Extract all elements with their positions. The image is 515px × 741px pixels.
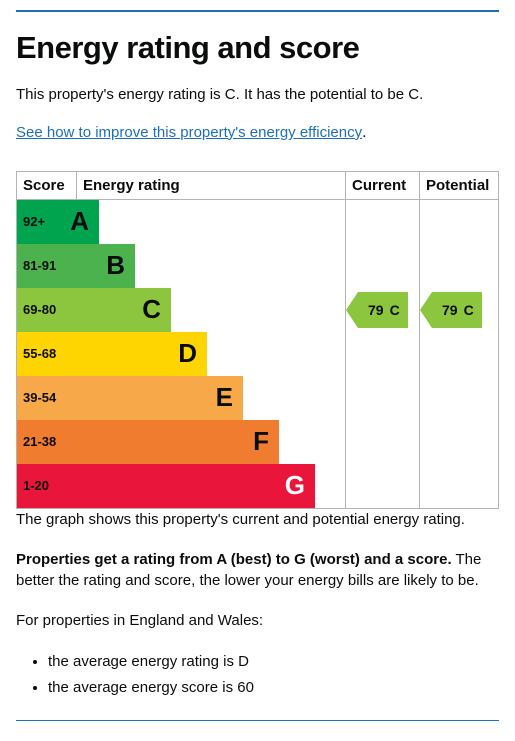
current-cell bbox=[346, 244, 420, 288]
intro-text: This property's energy rating is C. It h… bbox=[16, 84, 499, 106]
energy-rating-chart: Score Energy rating Current Potential 92… bbox=[16, 171, 499, 509]
averages-list: the average energy rating is Dthe averag… bbox=[16, 650, 499, 700]
score-range-label: 92+ bbox=[23, 214, 45, 229]
potential-cell: 79 C bbox=[420, 288, 498, 332]
chart-row: 69-80C79C79C bbox=[17, 288, 498, 332]
rating-letter: A bbox=[70, 206, 89, 237]
header-rating: Energy rating bbox=[77, 172, 346, 199]
header-current: Current bbox=[346, 172, 420, 199]
region-intro: For properties in England and Wales: bbox=[16, 610, 499, 632]
bottom-divider bbox=[16, 720, 499, 721]
potential-cell bbox=[420, 200, 498, 244]
chart-header-row: Score Energy rating Current Potential bbox=[17, 172, 498, 200]
rating-explainer-bold: Properties get a rating from A (best) to… bbox=[16, 551, 452, 568]
rating-cell: 21-38F bbox=[77, 420, 346, 464]
chart-row: 55-68 D bbox=[17, 332, 498, 376]
chart-row: 92+ A bbox=[17, 200, 498, 244]
potential-cell bbox=[420, 376, 498, 420]
rating-letter: F bbox=[253, 426, 269, 457]
list-item: the average energy rating is D bbox=[48, 650, 499, 674]
score-range-label: 21-38 bbox=[23, 434, 56, 449]
rating-letter: G bbox=[285, 470, 305, 501]
rating-cell: 55-68D bbox=[77, 332, 346, 376]
potential-cell bbox=[420, 244, 498, 288]
rating-cell: 1-20G bbox=[77, 464, 346, 508]
potential-badge: 79 C bbox=[432, 292, 482, 328]
rating-letter: D bbox=[178, 338, 197, 369]
rating-bar-d: 55-68 D bbox=[17, 332, 207, 376]
rating-bar-f: 21-38 F bbox=[17, 420, 279, 464]
score-range-label: 55-68 bbox=[23, 346, 56, 361]
list-item: the average energy score is 60 bbox=[48, 676, 499, 700]
rating-explainer: Properties get a rating from A (best) to… bbox=[16, 549, 499, 593]
badge-score: 79 bbox=[368, 302, 384, 318]
rating-cell: 81-91B bbox=[77, 244, 346, 288]
potential-cell bbox=[420, 332, 498, 376]
rating-cell: 69-80C bbox=[77, 288, 346, 332]
rating-letter: C bbox=[142, 294, 161, 325]
rating-letter: E bbox=[216, 382, 233, 413]
score-range-label: 39-54 bbox=[23, 390, 56, 405]
rating-bar-c: 69-80 C bbox=[17, 288, 171, 332]
current-cell bbox=[346, 200, 420, 244]
badge-score: 79 bbox=[442, 302, 458, 318]
rating-bar-b: 81-91 B bbox=[17, 244, 135, 288]
chart-row: 21-38 F bbox=[17, 420, 498, 464]
rating-bar-e: 39-54 E bbox=[17, 376, 243, 420]
badge-letter: C bbox=[464, 302, 474, 318]
rating-cell: 92+A bbox=[77, 200, 346, 244]
chart-body: 92+A81-91B69-80C79C79C55-68D39-54E21-38F… bbox=[17, 200, 498, 508]
current-cell bbox=[346, 464, 420, 508]
improve-efficiency-link[interactable]: See how to improve this property's energ… bbox=[16, 124, 362, 141]
score-range-label: 81-91 bbox=[23, 258, 56, 273]
current-cell bbox=[346, 332, 420, 376]
chart-row: 81-91 B bbox=[17, 244, 498, 288]
current-cell bbox=[346, 376, 420, 420]
header-potential: Potential bbox=[420, 172, 498, 199]
header-score: Score bbox=[17, 172, 77, 199]
current-badge: 79 C bbox=[358, 292, 408, 328]
rating-bar-a: 92+ A bbox=[17, 200, 99, 244]
rating-bar-g: 1-20 G bbox=[17, 464, 315, 508]
top-divider bbox=[16, 10, 499, 12]
link-suffix: . bbox=[362, 124, 366, 141]
current-cell: 79 C bbox=[346, 288, 420, 332]
potential-cell bbox=[420, 464, 498, 508]
potential-cell bbox=[420, 420, 498, 464]
chart-caption: The graph shows this property's current … bbox=[16, 509, 499, 531]
chart-row: 1-20 G bbox=[17, 464, 498, 508]
current-cell bbox=[346, 420, 420, 464]
chart-row: 39-54 E bbox=[17, 376, 498, 420]
page-title: Energy rating and score bbox=[16, 30, 499, 66]
score-range-label: 69-80 bbox=[23, 302, 56, 317]
rating-letter: B bbox=[106, 250, 125, 281]
badge-letter: C bbox=[390, 302, 400, 318]
efficiency-link-wrapper: See how to improve this property's energ… bbox=[16, 124, 499, 165]
score-range-label: 1-20 bbox=[23, 478, 49, 493]
rating-cell: 39-54E bbox=[77, 376, 346, 420]
